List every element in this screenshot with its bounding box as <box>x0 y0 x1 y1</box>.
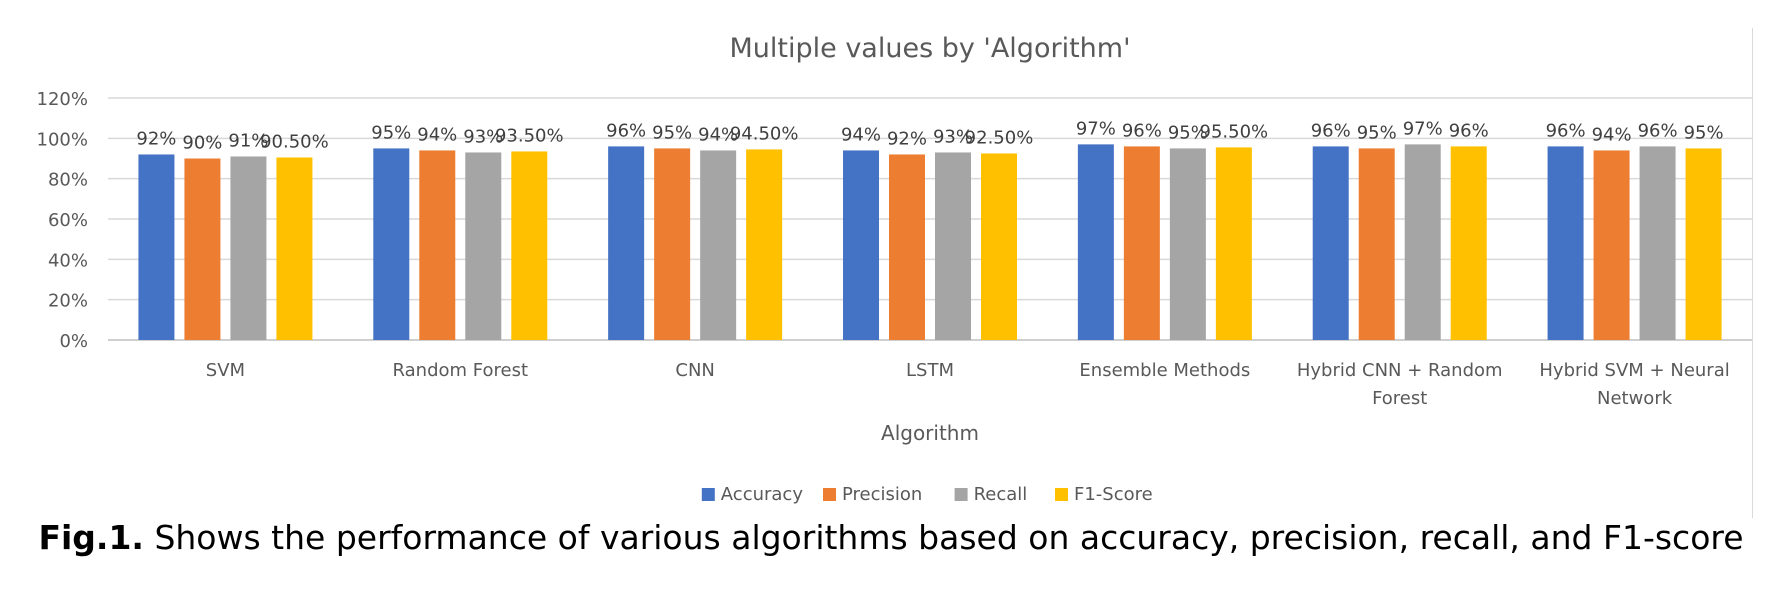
data-label: 94% <box>841 124 881 145</box>
data-label: 93% <box>933 126 973 147</box>
data-label: 94% <box>698 124 738 145</box>
x-tick-label: Forest <box>1372 388 1427 409</box>
bar-f1-score <box>1685 148 1722 340</box>
x-tick-label: Random Forest <box>393 360 528 381</box>
caption-prefix: Fig.1. <box>38 518 144 557</box>
y-tick-label: 120% <box>37 89 88 110</box>
legend-swatch <box>823 488 836 501</box>
legend-swatch <box>954 488 968 501</box>
x-tick-label: CNN <box>675 360 715 381</box>
bar-accuracy <box>1077 144 1114 340</box>
data-label: 95% <box>1357 122 1397 143</box>
bar-precision <box>1123 146 1160 340</box>
y-tick-label: 40% <box>48 250 88 271</box>
bar-accuracy <box>1312 146 1349 340</box>
bar-f1-score <box>511 151 548 340</box>
bar-precision <box>419 150 456 340</box>
bar-precision <box>1593 150 1630 340</box>
y-tick-label: 60% <box>48 210 88 231</box>
x-tick-label: Network <box>1597 388 1673 409</box>
chart-title: Multiple values by 'Algorithm' <box>729 33 1130 64</box>
x-axis-title: Algorithm <box>881 421 979 445</box>
bar-precision <box>184 158 221 340</box>
data-label: 96% <box>1638 120 1678 141</box>
bar-precision <box>1358 148 1395 340</box>
data-label: 95% <box>1168 122 1208 143</box>
y-tick-label: 80% <box>48 170 88 191</box>
x-tick-label: LSTM <box>906 360 954 381</box>
data-label: 94% <box>1592 124 1632 145</box>
bar-recall <box>1169 148 1206 340</box>
data-label: 92% <box>136 128 176 149</box>
data-label: 95% <box>652 122 692 143</box>
bar-f1-score <box>276 157 313 340</box>
y-tick-label: 20% <box>48 291 88 312</box>
data-label: 91% <box>228 130 268 151</box>
bar-recall <box>1639 146 1676 340</box>
data-label: 97% <box>1076 118 1116 139</box>
bar-accuracy <box>138 154 175 340</box>
legend-label: Precision <box>842 484 922 505</box>
data-label: 95.50% <box>1200 121 1269 142</box>
legend-label: Accuracy <box>721 484 804 505</box>
bar-recall <box>230 156 267 340</box>
bar-f1-score <box>981 153 1017 340</box>
bar-accuracy <box>608 146 645 340</box>
y-tick-label: 0% <box>59 331 88 352</box>
bar-f1-score <box>746 149 783 340</box>
bar-f1-score <box>1450 146 1487 340</box>
data-label: 95% <box>371 122 411 143</box>
data-label: 92.50% <box>965 127 1034 148</box>
data-label: 90% <box>182 133 222 154</box>
bar-chart: Multiple values by 'Algorithm' 0% 20% 40% 60… <box>37 33 1752 505</box>
bar-f1-score <box>1215 147 1252 340</box>
bar-precision <box>654 148 691 340</box>
figure-caption: Fig.1. Shows the performance of various … <box>0 518 1782 557</box>
data-label: 95% <box>1684 122 1724 143</box>
legend-swatch <box>701 488 715 501</box>
x-tick-label: Hybrid SVM + Neural <box>1539 360 1729 381</box>
data-label: 96% <box>1122 120 1162 141</box>
bar-accuracy <box>843 150 879 340</box>
legend-swatch <box>1055 488 1068 501</box>
chart-area: Multiple values by 'Algorithm' 0% 20% 40% 60… <box>37 33 1752 505</box>
data-label: 96% <box>1546 120 1586 141</box>
data-label: 96% <box>606 120 646 141</box>
data-label: 94% <box>417 124 457 145</box>
chart-border <box>1752 28 1753 518</box>
data-label: 93.50% <box>495 125 564 146</box>
caption-text: Shows the performance of various algorit… <box>143 518 1744 557</box>
x-tick-label: SVM <box>206 360 245 381</box>
legend-label: F1-Score <box>1074 484 1153 505</box>
data-label: 90.50% <box>260 131 329 152</box>
bar-recall <box>1404 144 1441 340</box>
bar-recall <box>935 152 971 340</box>
x-tick-label: Ensemble Methods <box>1079 360 1250 381</box>
data-label: 97% <box>1403 118 1443 139</box>
data-label: 96% <box>1449 120 1489 141</box>
data-label: 96% <box>1311 120 1351 141</box>
data-label: 92% <box>887 128 927 149</box>
data-label: 94.50% <box>730 123 799 144</box>
bar-accuracy <box>1547 146 1584 340</box>
bar-recall <box>465 152 502 340</box>
x-tick-label: Hybrid CNN + Random <box>1297 360 1503 381</box>
y-tick-label: 100% <box>37 129 88 150</box>
bar-precision <box>889 154 925 340</box>
bar-accuracy <box>373 148 410 340</box>
bar-recall <box>700 150 737 340</box>
legend-label: Recall <box>974 484 1028 505</box>
data-label: 93% <box>463 126 503 147</box>
